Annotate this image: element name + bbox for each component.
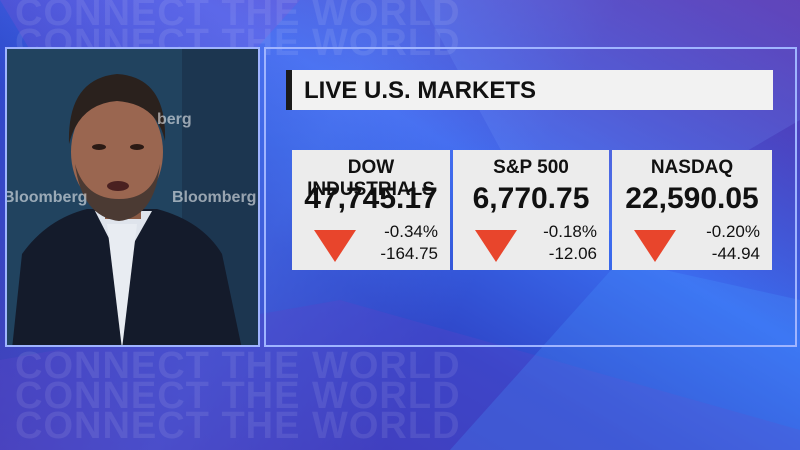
index-change-percent: -0.18%: [543, 222, 597, 241]
index-value: 6,770.75: [472, 182, 590, 215]
watermark-text: CONNECT THE WORLD: [15, 0, 461, 34]
index-name: NASDAQ: [650, 157, 734, 178]
watermark-text: CONNECT THE WORLD: [15, 345, 461, 387]
index-change-points: -164.75: [380, 244, 438, 263]
speaker-figure: [7, 49, 258, 345]
video-feed: berg Bloomberg Bloomberg: [5, 47, 260, 347]
index-card-nasdaq: NASDAQ 22,590.05 -0.20% -44.94: [612, 150, 772, 270]
backdrop-logo-text: Bloomberg: [172, 189, 257, 206]
index-card-sp500: S&P 500 6,770.75 -0.18% -12.06: [453, 150, 609, 270]
backdrop-logo-text: berg: [157, 111, 192, 128]
index-change-points: -44.94: [711, 244, 760, 263]
index-card-dow: DOW INDUSTRIALS 47,745.17 -0.34% -164.75: [292, 150, 450, 270]
markets-title: LIVE U.S. MARKETS: [304, 77, 537, 104]
index-value: 47,745.17: [304, 182, 438, 215]
index-name: S&P 500: [493, 157, 569, 178]
index-value: 22,590.05: [625, 182, 759, 215]
watermark-text: CONNECT THE WORLD: [15, 375, 461, 417]
down-arrow-icon: [314, 230, 356, 262]
markets-panel: [264, 47, 797, 347]
down-arrow-icon: [634, 230, 676, 262]
markets-title-bar: LIVE U.S. MARKETS: [286, 70, 773, 110]
index-change-percent: -0.20%: [706, 222, 760, 241]
index-name: DOW INDUSTRIALS: [307, 157, 435, 200]
watermark-text: CONNECT THE WORLD: [15, 405, 461, 447]
backdrop-logo-text: Bloomberg: [5, 189, 88, 206]
down-arrow-icon: [475, 230, 517, 262]
index-change-percent: -0.34%: [384, 222, 438, 241]
index-change-points: -12.06: [548, 244, 597, 263]
